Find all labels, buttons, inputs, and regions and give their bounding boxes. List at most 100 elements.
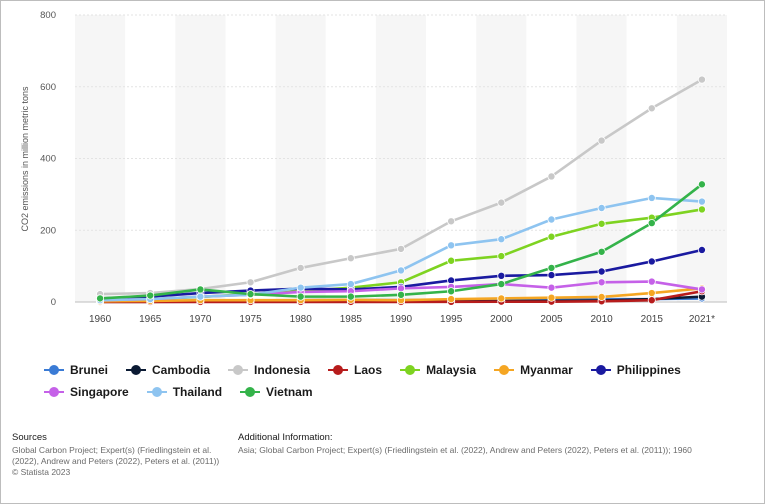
x-tick-label: 2021* [689,314,715,325]
data-point-indonesia[interactable] [447,217,456,226]
data-point-thailand[interactable] [497,235,506,244]
data-point-singapore[interactable] [647,277,656,286]
data-point-vietnam[interactable] [597,247,606,256]
additional-info-text: Asia; Global Carbon Project; Expert(s) (… [238,445,692,455]
y-axis: 0 200 400 600 800 [40,10,56,308]
legend-marker [44,386,64,398]
data-point-indonesia[interactable] [647,104,656,113]
legend-marker [400,364,421,376]
x-tick-label: 1965 [139,314,162,325]
data-point-vietnam[interactable] [96,294,105,303]
y-axis-label: CO2 emissions in million metric tons [20,86,30,232]
data-point-malaysia[interactable] [547,232,556,241]
data-point-myanmar[interactable] [547,293,556,302]
data-point-indonesia[interactable] [296,263,305,272]
sources-heading: Sources [12,432,47,443]
legend-label: Indonesia [254,363,311,377]
legend-label: Philippines [616,363,681,377]
legend-item-indonesia[interactable]: Indonesia [228,362,310,378]
sources-text[interactable]: Global Carbon Project; Expert(s) (Friedl… [12,445,220,466]
legend-item-brunei[interactable]: Brunei [44,362,108,378]
data-point-malaysia[interactable] [497,252,506,261]
data-point-philippines[interactable] [597,267,606,276]
x-tick-label: 1985 [340,314,363,325]
data-point-singapore[interactable] [697,285,706,294]
data-point-myanmar[interactable] [597,292,606,301]
x-tick-label: 2000 [490,314,513,325]
data-point-indonesia[interactable] [697,75,706,84]
x-tick-label: 1975 [239,314,262,325]
legend-label: Cambodia [152,363,211,377]
data-point-indonesia[interactable] [597,136,606,145]
legend-item-vietnam[interactable]: Vietnam [240,384,313,400]
y-tick-label: 800 [40,10,56,21]
sources-block: Sources Global Carbon Project; Expert(s)… [12,432,227,478]
data-point-malaysia[interactable] [697,205,706,214]
legend-item-singapore[interactable]: Singapore [44,384,129,400]
data-point-thailand[interactable] [697,197,706,206]
data-point-singapore[interactable] [547,283,556,292]
data-point-malaysia[interactable] [447,256,456,265]
data-point-thailand[interactable] [346,280,355,289]
legend-label: Malaysia [426,363,477,377]
data-point-indonesia[interactable] [497,198,506,207]
data-point-thailand[interactable] [547,215,556,224]
data-point-myanmar[interactable] [497,294,506,303]
x-tick-label: 1995 [440,314,463,325]
data-point-singapore[interactable] [597,278,606,287]
legend-item-myanmar[interactable]: Myanmar [494,362,573,378]
legend-item-thailand[interactable]: Thailand [146,384,223,400]
data-point-laos[interactable] [647,296,656,305]
data-point-vietnam[interactable] [246,290,255,299]
x-tick-label: 2010 [590,314,613,325]
legend-item-malaysia[interactable]: Malaysia [400,362,476,378]
data-point-indonesia[interactable] [246,278,255,287]
series-group [96,75,706,306]
data-point-myanmar[interactable] [647,289,656,298]
data-point-thailand[interactable] [396,266,405,275]
data-point-philippines[interactable] [647,257,656,266]
y-tick-label: 0 [51,297,56,308]
legend-marker [228,364,249,376]
data-point-thailand[interactable] [447,241,456,250]
data-point-vietnam[interactable] [146,291,155,300]
y-tick-label: 600 [40,82,56,93]
legend-item-laos[interactable]: Laos [328,362,382,378]
legend-item-philippines[interactable]: Philippines [590,362,681,378]
data-point-vietnam[interactable] [196,285,205,294]
data-point-vietnam[interactable] [647,219,656,228]
x-tick-label: 2015 [641,314,664,325]
data-point-thailand[interactable] [296,283,305,292]
plot-band [125,15,176,302]
data-point-thailand[interactable] [196,292,205,301]
legend-marker [590,364,611,376]
legend-item-cambodia[interactable]: Cambodia [126,362,210,378]
legend: Brunei Cambodia Indonesia Laos Malaysia Myanm… [44,362,744,400]
data-point-thailand[interactable] [597,204,606,213]
legend-marker [328,364,349,376]
data-point-vietnam[interactable] [296,292,305,301]
data-point-myanmar[interactable] [447,295,456,304]
data-point-malaysia[interactable] [597,219,606,228]
x-tick-label: 1970 [189,314,212,325]
data-point-vietnam[interactable] [497,280,506,289]
data-point-vietnam[interactable] [447,287,456,296]
data-point-indonesia[interactable] [396,244,405,253]
data-point-thailand[interactable] [647,193,656,202]
data-point-indonesia[interactable] [547,172,556,181]
data-point-vietnam[interactable] [697,180,706,189]
legend-marker [146,386,167,398]
data-point-vietnam[interactable] [396,290,405,299]
x-tick-label: 2005 [540,314,563,325]
legend-marker [494,364,515,376]
legend-marker [240,386,261,398]
data-point-vietnam[interactable] [547,263,556,272]
legend-label: Thailand [172,385,223,399]
data-point-philippines[interactable] [697,245,706,254]
data-point-indonesia[interactable] [346,254,355,263]
data-point-vietnam[interactable] [346,292,355,301]
data-point-philippines[interactable] [497,271,506,280]
data-point-philippines[interactable] [547,271,556,280]
x-tick-label: 1960 [89,314,112,325]
